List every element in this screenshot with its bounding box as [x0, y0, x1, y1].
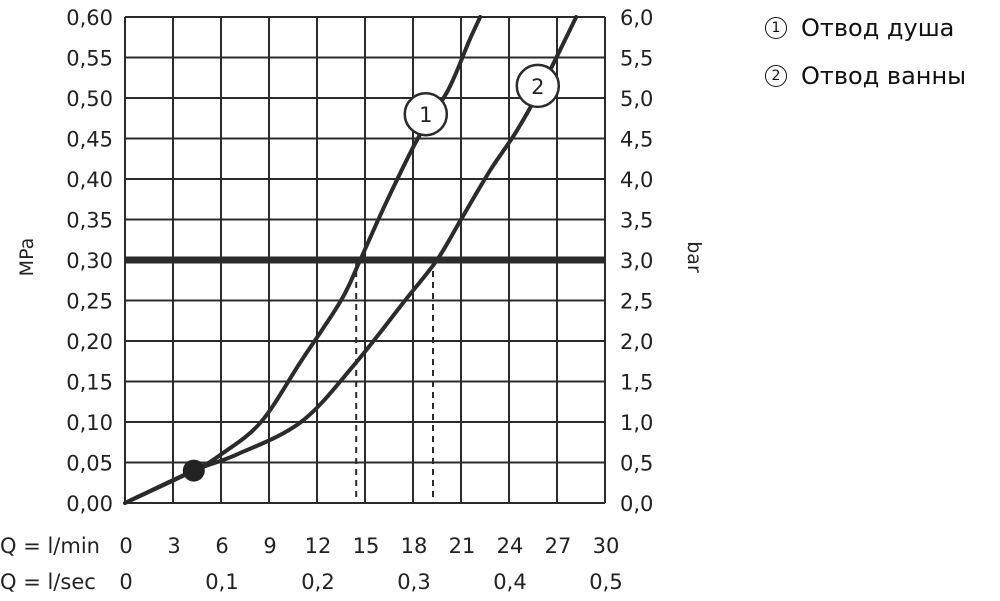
- x-primary-tick-label-6: 18: [401, 534, 428, 558]
- x-primary-tick-label-1: 3: [167, 534, 180, 558]
- y-left-tick-label-12: 0,60: [66, 6, 113, 30]
- y-right-tick-label-12: 6,0: [620, 6, 653, 30]
- series-callout-circle-1: [403, 91, 449, 137]
- series-line-1: [123, 15, 483, 505]
- y-right-tick-label-7: 3,5: [620, 209, 653, 233]
- y-right-tick-label-8: 4,0: [620, 168, 653, 192]
- y-left-tick-label-11: 0,55: [66, 47, 113, 71]
- legend-item-1: 1 Отвод душа: [765, 14, 954, 42]
- y-left-tick-label-8: 0,40: [66, 168, 113, 192]
- y-right-tick-label-1: 0,5: [620, 452, 653, 476]
- operating-point-marker: [182, 459, 205, 482]
- x-secondary-tick-label-0: 0: [119, 570, 132, 594]
- series-line-2: [123, 15, 579, 505]
- y-left-tick-label-2: 0,10: [66, 411, 113, 435]
- y-right-tick-label-5: 2,5: [620, 290, 653, 314]
- y-right-tick-label-3: 1,5: [620, 371, 653, 395]
- y-right-tick-label-6: 3,0: [620, 249, 653, 273]
- x-secondary-axis-label: Q = l/sec: [0, 570, 96, 594]
- x-secondary-tick-label-4: 0,4: [493, 570, 526, 594]
- tick-labels: 0,000,050,100,150,200,250,300,350,400,45…: [66, 6, 653, 594]
- x-primary-tick-label-8: 24: [497, 534, 524, 558]
- y-right-tick-label-10: 5,0: [620, 87, 653, 111]
- legend-label-1: Отвод душа: [801, 14, 955, 42]
- curves: 12: [123, 15, 605, 505]
- y-right-tick-label-11: 5,5: [620, 47, 653, 71]
- legend-marker-1: 1: [765, 17, 787, 39]
- x-primary-tick-label-5: 15: [353, 534, 380, 558]
- x-primary-tick-label-9: 27: [545, 534, 572, 558]
- y-left-tick-label-10: 0,50: [66, 87, 113, 111]
- y-right-tick-label-2: 1,0: [620, 411, 653, 435]
- y-right-axis-label: bar: [683, 241, 705, 273]
- y-left-tick-label-9: 0,45: [66, 128, 113, 152]
- y-left-tick-label-7: 0,35: [66, 209, 113, 233]
- y-left-tick-label-4: 0,20: [66, 330, 113, 354]
- y-left-tick-label-1: 0,05: [66, 452, 113, 476]
- legend-label-2: Отвод ванны: [801, 62, 967, 90]
- x-primary-tick-label-0: 0: [119, 534, 132, 558]
- y-right-tick-label-0: 0,0: [620, 492, 653, 516]
- y-left-axis-label: MPa: [16, 238, 38, 277]
- series-callout-circle-2: [515, 63, 561, 109]
- legend-item-2: 2 Отвод ванны: [765, 62, 966, 90]
- x-primary-tick-label-2: 6: [215, 534, 228, 558]
- x-secondary-tick-label-1: 0,1: [205, 570, 238, 594]
- x-primary-tick-label-7: 21: [449, 534, 476, 558]
- x-primary-tick-label-4: 12: [305, 534, 332, 558]
- series-callout-label-2: 2: [531, 75, 544, 99]
- y-left-tick-label-3: 0,15: [66, 371, 113, 395]
- x-secondary-tick-label-5: 0,5: [589, 570, 622, 594]
- x-primary-tick-label-10: 30: [593, 534, 620, 558]
- x-secondary-tick-label-3: 0,3: [397, 570, 430, 594]
- y-right-tick-label-4: 2,0: [620, 330, 653, 354]
- y-left-tick-label-5: 0,25: [66, 290, 113, 314]
- x-secondary-tick-label-2: 0,2: [301, 570, 334, 594]
- x-primary-axis-label: Q = l/min: [0, 534, 100, 558]
- y-left-tick-label-6: 0,30: [66, 249, 113, 273]
- series-callout-label-1: 1: [419, 103, 432, 127]
- y-left-tick-label-0: 0,00: [66, 492, 113, 516]
- y-right-tick-label-9: 4,5: [620, 128, 653, 152]
- x-primary-tick-label-3: 9: [263, 534, 276, 558]
- legend-marker-2: 2: [765, 65, 787, 87]
